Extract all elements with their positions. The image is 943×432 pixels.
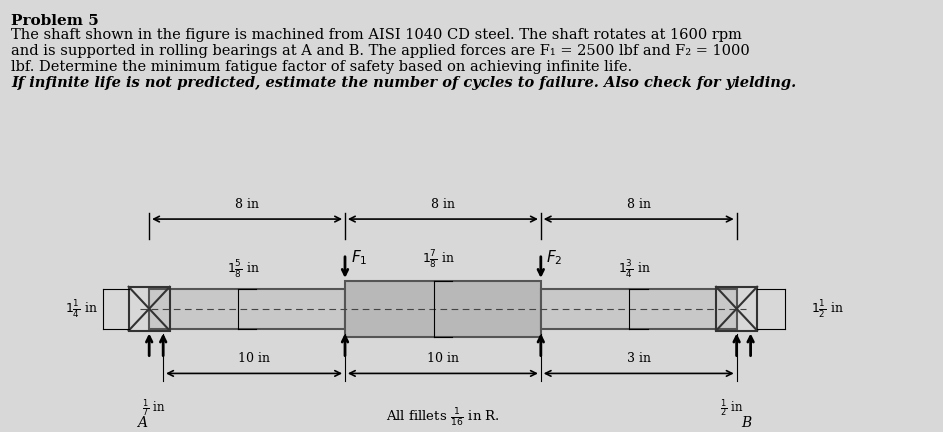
Bar xyxy=(716,287,757,330)
Text: All fillets $\frac{1}{16}$ in R.: All fillets $\frac{1}{16}$ in R. xyxy=(386,407,500,429)
Text: 10 in: 10 in xyxy=(238,353,270,365)
Text: $\frac{1}{7}$ in: $\frac{1}{7}$ in xyxy=(142,397,166,419)
Text: lbf. Determine the minimum fatigue factor of safety based on achieving infinite : lbf. Determine the minimum fatigue facto… xyxy=(11,60,633,74)
Bar xyxy=(345,281,540,337)
Text: 10 in: 10 in xyxy=(427,353,459,365)
Text: $1\frac{5}{8}$ in: $1\frac{5}{8}$ in xyxy=(226,258,259,280)
Text: The shaft shown in the figure is machined from AISI 1040 CD steel. The shaft rot: The shaft shown in the figure is machine… xyxy=(11,28,742,42)
Text: $F_1$: $F_1$ xyxy=(351,248,367,267)
Text: 8 in: 8 in xyxy=(431,198,455,211)
Bar xyxy=(128,287,170,330)
Text: $1\frac{1}{2}$ in: $1\frac{1}{2}$ in xyxy=(811,298,844,320)
Text: $1\frac{1}{4}$ in: $1\frac{1}{4}$ in xyxy=(65,298,98,320)
Text: 3 in: 3 in xyxy=(627,353,651,365)
Text: $F_2$: $F_2$ xyxy=(546,248,563,267)
Text: $1\frac{7}{8}$ in: $1\frac{7}{8}$ in xyxy=(422,248,455,270)
Text: Problem 5: Problem 5 xyxy=(11,14,99,28)
Text: B: B xyxy=(741,416,751,430)
Text: $\frac{1}{2}$ in: $\frac{1}{2}$ in xyxy=(720,397,744,419)
Text: A: A xyxy=(137,416,147,430)
Text: 8 in: 8 in xyxy=(235,198,259,211)
Bar xyxy=(540,289,736,329)
Text: 8 in: 8 in xyxy=(627,198,651,211)
Text: $1\frac{3}{4}$ in: $1\frac{3}{4}$ in xyxy=(619,258,651,280)
Bar xyxy=(149,289,345,329)
Text: and is supported in rolling bearings at A and B. The applied forces are F₁ = 250: and is supported in rolling bearings at … xyxy=(11,44,750,58)
Text: If infinite life is not predicted, estimate the number of cycles to failure. Als: If infinite life is not predicted, estim… xyxy=(11,76,797,90)
